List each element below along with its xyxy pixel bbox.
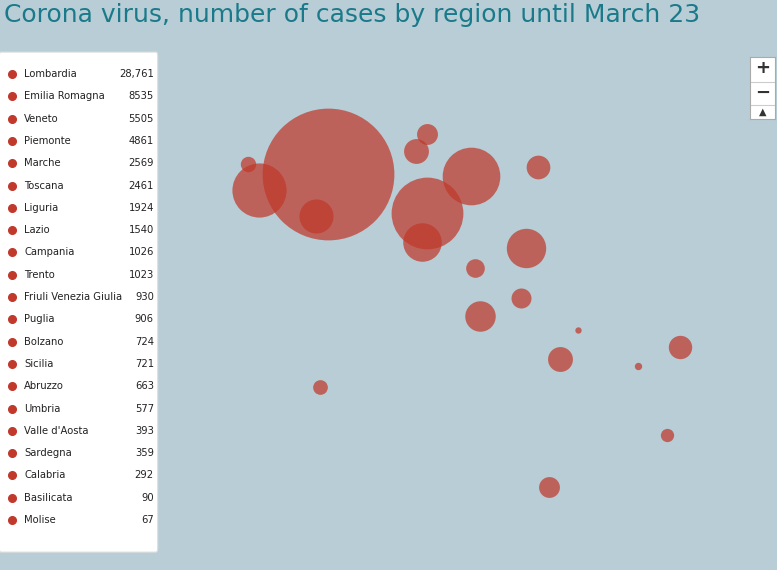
Text: Abruzzo: Abruzzo [24,381,64,391]
Text: Lombardia: Lombardia [24,69,77,79]
Text: 28,761: 28,761 [119,69,154,79]
Point [469,263,481,272]
Text: Molise: Molise [24,515,56,525]
Text: 2569: 2569 [128,158,154,168]
Text: Sardegna: Sardegna [24,448,71,458]
Text: 90: 90 [141,492,154,503]
Text: ▲: ▲ [759,107,766,117]
Text: 1540: 1540 [129,225,154,235]
Point [420,209,433,218]
Point [314,382,326,391]
Point [674,343,686,352]
Text: 724: 724 [135,337,154,347]
Text: 359: 359 [135,448,154,458]
Text: Toscana: Toscana [24,181,64,190]
Text: Veneto: Veneto [24,114,59,124]
Point [416,237,429,246]
Text: 930: 930 [135,292,154,302]
Text: 1023: 1023 [129,270,154,280]
Point [410,146,423,155]
Text: 4861: 4861 [129,136,154,146]
Text: Emilia Romagna: Emilia Romagna [24,91,105,101]
Text: 577: 577 [134,404,154,414]
Point [514,294,527,303]
Text: 2461: 2461 [128,181,154,190]
Text: Umbria: Umbria [24,404,61,414]
Text: Basilicata: Basilicata [24,492,72,503]
Text: Corona virus, number of cases by region until March 23: Corona virus, number of cases by region … [4,3,700,27]
Text: 663: 663 [135,381,154,391]
Point [421,129,434,138]
Text: Piemonte: Piemonte [24,136,71,146]
Text: Trento: Trento [24,270,55,280]
Text: 292: 292 [134,470,154,481]
Text: 393: 393 [135,426,154,436]
Text: 721: 721 [134,359,154,369]
Text: Marche: Marche [24,158,61,168]
Text: 67: 67 [141,515,154,525]
Text: Liguria: Liguria [24,203,58,213]
Point [322,170,334,179]
Point [553,354,566,363]
Point [465,171,478,180]
Text: 1026: 1026 [128,247,154,258]
Text: Campania: Campania [24,247,75,258]
Point [520,243,532,253]
Point [242,159,254,168]
Text: Valle d'Aosta: Valle d'Aosta [24,426,89,436]
Text: 8535: 8535 [129,91,154,101]
Text: 906: 906 [135,315,154,324]
Text: Bolzano: Bolzano [24,337,64,347]
Text: Calabria: Calabria [24,470,65,481]
Text: 5505: 5505 [128,114,154,124]
Point [532,162,545,172]
Point [572,325,584,334]
Point [632,361,645,370]
Point [542,482,555,491]
Text: Puglia: Puglia [24,315,54,324]
Text: 1924: 1924 [128,203,154,213]
FancyBboxPatch shape [0,52,158,552]
Point [661,430,674,439]
Text: Lazio: Lazio [24,225,50,235]
Text: −: − [755,84,770,101]
Point [310,212,322,221]
Point [253,186,265,195]
Point [473,311,486,320]
Text: Friuli Venezia Giulia: Friuli Venezia Giulia [24,292,122,302]
Text: Sicilia: Sicilia [24,359,54,369]
Text: +: + [755,59,770,77]
